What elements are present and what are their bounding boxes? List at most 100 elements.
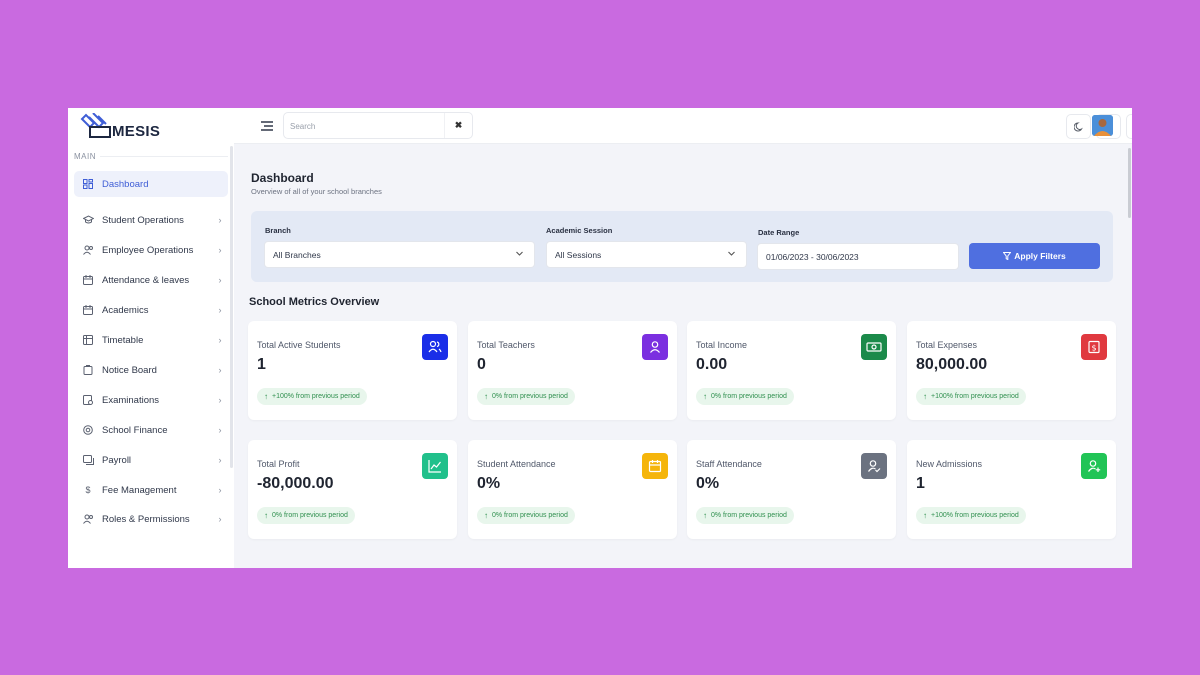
sidebar-item-label: Fee Management [102, 484, 177, 496]
sidebar-item-school-finance[interactable]: School Finance › [74, 417, 228, 443]
sidebar-item-label: Notice Board [102, 364, 157, 376]
sidebar-item-label: Academics [102, 304, 149, 316]
chevron-right-icon: › [218, 425, 222, 435]
sidebar-item-fee-management[interactable]: $ Fee Management › [74, 477, 228, 503]
sidebar-section-label: MAIN [74, 152, 96, 161]
teacher-icon [642, 334, 668, 360]
metric-card-total-teachers[interactable]: Total Teachers 0 ↑ 0% from previous peri… [468, 321, 677, 420]
sidebar-item-payroll[interactable]: Payroll › [74, 447, 228, 473]
page-scrollbar[interactable] [1128, 148, 1131, 218]
close-icon[interactable]: ✖ [444, 113, 472, 138]
date-range-input[interactable]: 01/06/2023 - 30/06/2023 [757, 243, 959, 270]
branch-select[interactable]: All Branches [264, 241, 535, 268]
metric-change-badge: ↑ 0% from previous period [696, 507, 794, 524]
metric-change-badge: ↑ 0% from previous period [257, 507, 355, 524]
sidebar-item-roles-permissions[interactable]: Roles & Permissions › [74, 506, 228, 532]
metric-change-badge: ↑ 0% from previous period [696, 388, 794, 405]
hamburger-menu-icon[interactable] [260, 119, 274, 133]
arrow-up-icon: ↑ [923, 511, 927, 520]
date-range-value: 01/06/2023 - 30/06/2023 [766, 251, 859, 262]
metric-card-student-attendance[interactable]: Student Attendance 0% ↑ 0% from previous… [468, 440, 677, 539]
sidebar-item-label: Dashboard [102, 178, 149, 190]
sidebar-item-dashboard[interactable]: Dashboard [74, 171, 228, 197]
metric-change-badge: ↑ +100% from previous period [257, 388, 367, 405]
sidebar-item-employee-operations[interactable]: Employee Operations › [74, 237, 228, 263]
metric-value: 0% [477, 475, 501, 492]
avatar[interactable] [1092, 115, 1113, 136]
metric-value: 0% [696, 475, 720, 492]
sidebar-item-attendance-leaves[interactable]: Attendance & leaves › [74, 267, 228, 293]
brand-logo[interactable]: MESIS [80, 112, 160, 142]
metric-label: Total Profit [257, 459, 300, 469]
metric-change-badge: ↑ 0% from previous period [477, 388, 575, 405]
sidebar-item-notice-board[interactable]: Notice Board › [74, 357, 228, 383]
metric-change-text: +100% from previous period [931, 512, 1019, 519]
arrow-up-icon: ↑ [264, 392, 268, 401]
metric-change-badge: ↑ 0% from previous period [477, 507, 575, 524]
metric-value: 1 [257, 356, 266, 373]
arrow-up-icon: ↑ [923, 392, 927, 401]
metric-change-badge: ↑ +100% from previous period [916, 388, 1026, 405]
logo-icon [80, 113, 111, 138]
payroll-icon [74, 455, 102, 465]
metric-value: 0 [477, 356, 486, 373]
session-select[interactable]: All Sessions [546, 241, 747, 268]
logo-text: MESIS [112, 122, 161, 140]
sidebar: MESIS MAIN Dashboard Student Operations … [68, 108, 234, 568]
session-select-value: All Sessions [555, 249, 602, 260]
fullscreen-icon[interactable] [1126, 114, 1132, 139]
chevron-right-icon: › [218, 245, 222, 255]
sidebar-item-student-operations[interactable]: Student Operations › [74, 207, 228, 233]
metric-label: Staff Attendance [696, 459, 762, 469]
chevron-right-icon: › [218, 305, 222, 315]
metric-card-total-expenses[interactable]: Total Expenses 80,000.00 $ ↑ +100% from … [907, 321, 1116, 420]
chevron-right-icon: › [218, 335, 222, 345]
students-icon [422, 334, 448, 360]
metric-label: Total Expenses [916, 340, 978, 350]
user-plus-icon [1081, 453, 1107, 479]
sidebar-item-examinations[interactable]: Examinations › [74, 387, 228, 413]
chevron-down-icon [515, 249, 524, 260]
arrow-up-icon: ↑ [703, 392, 707, 401]
metric-change-text: 0% from previous period [711, 512, 787, 519]
sidebar-item-label: Payroll [102, 454, 132, 466]
arrow-up-icon: ↑ [703, 511, 707, 520]
expense-icon: $ [1081, 334, 1107, 360]
chevron-right-icon: › [218, 455, 222, 465]
sidebar-item-label: Examinations [102, 394, 160, 406]
svg-text:$: $ [1091, 344, 1096, 353]
filters-panel: Branch All Branches Academic Session All… [251, 211, 1113, 282]
calendar-check-icon [74, 275, 102, 285]
metric-card-total-income[interactable]: Total Income 0.00 ↑ 0% from previous per… [687, 321, 896, 420]
apply-filters-button[interactable]: Apply Filters [969, 243, 1100, 269]
divider [100, 156, 228, 157]
metric-card-total-active-students[interactable]: Total Active Students 1 ↑ +100% from pre… [248, 321, 457, 420]
arrow-up-icon: ↑ [264, 511, 268, 520]
metric-change-text: +100% from previous period [931, 393, 1019, 400]
sidebar-item-timetable[interactable]: Timetable › [74, 327, 228, 353]
metric-card-total-profit[interactable]: Total Profit -80,000.00 ↑ 0% from previo… [248, 440, 457, 539]
metric-card-new-admissions[interactable]: New Admissions 1 ↑ +100% from previous p… [907, 440, 1116, 539]
metric-value: -80,000.00 [257, 475, 334, 492]
page-subtitle: Overview of all of your school branches [251, 187, 382, 196]
exam-icon [74, 395, 102, 405]
branch-select-value: All Branches [273, 249, 321, 260]
sidebar-item-label: Timetable [102, 334, 144, 346]
chevron-right-icon: › [218, 365, 222, 375]
date-range-label: Date Range [758, 228, 800, 237]
sidebar-item-academics[interactable]: Academics › [74, 297, 228, 323]
metric-change-text: 0% from previous period [492, 512, 568, 519]
chevron-right-icon: › [218, 514, 222, 524]
page-title: Dashboard [251, 171, 314, 185]
chevron-right-icon: › [218, 485, 222, 495]
filter-icon [1003, 252, 1012, 260]
chevron-right-icon: › [218, 395, 222, 405]
metric-card-staff-attendance[interactable]: Staff Attendance 0% ↑ 0% from previous p… [687, 440, 896, 539]
search-input[interactable] [290, 118, 440, 134]
graduation-cap-icon [74, 215, 102, 225]
sidebar-scrollbar[interactable] [230, 146, 233, 468]
chevron-down-icon [727, 249, 736, 260]
arrow-up-icon: ↑ [484, 392, 488, 401]
topbar: ✖ [234, 108, 1132, 144]
moon-icon[interactable] [1066, 114, 1091, 139]
